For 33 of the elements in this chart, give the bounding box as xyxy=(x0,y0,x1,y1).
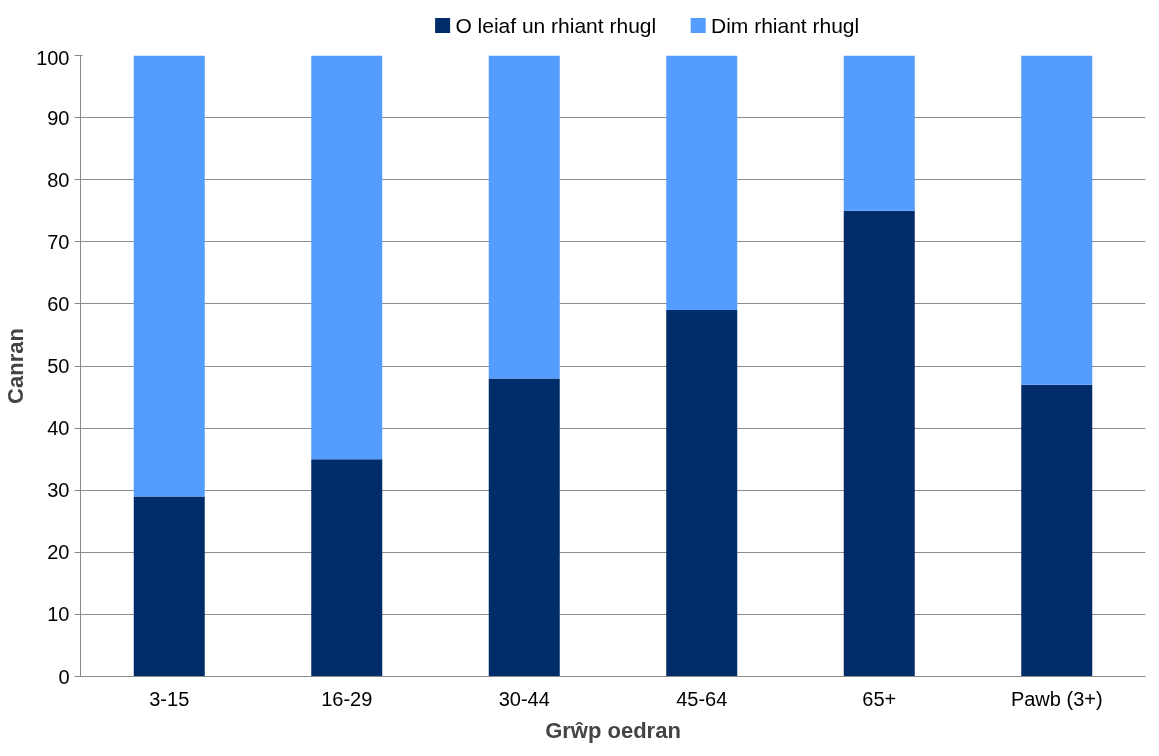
x-tick-label: 30-44 xyxy=(498,687,550,710)
bar xyxy=(311,459,383,677)
y-tick-label: 70 xyxy=(47,230,70,253)
legend-label: O leiaf un rhiant rhugl xyxy=(455,14,657,37)
x-tick-label: 65+ xyxy=(862,687,897,710)
bar xyxy=(311,55,383,460)
y-tick-label: 10 xyxy=(47,603,70,626)
y-tick-label: 20 xyxy=(47,541,70,564)
y-tick-label: 60 xyxy=(47,292,70,315)
y-tick-label: 80 xyxy=(47,168,70,191)
y-tick-label: 40 xyxy=(47,417,70,440)
x-tick-label: Pawb (3+) xyxy=(1010,687,1103,710)
y-tick-label: 30 xyxy=(47,479,70,502)
y-axis-title: Canran xyxy=(3,328,29,404)
x-tick-label: 3-15 xyxy=(149,687,190,710)
bar xyxy=(133,55,205,497)
x-tick-label: 45-64 xyxy=(676,687,728,710)
bar xyxy=(843,55,915,211)
bar xyxy=(1021,384,1093,677)
bar xyxy=(488,55,560,379)
bar xyxy=(1021,55,1093,385)
y-tick-label: 50 xyxy=(47,355,70,377)
bar xyxy=(488,378,560,677)
x-tick-label: 16-29 xyxy=(321,687,373,710)
y-tick-label: 90 xyxy=(47,106,70,129)
bar xyxy=(133,496,205,677)
bar xyxy=(666,310,738,677)
y-tick-label: 0 xyxy=(58,665,70,688)
bar xyxy=(666,55,738,311)
y-tick-label: 100 xyxy=(36,46,70,69)
legend-label: Dim rhiant rhugl xyxy=(710,14,860,37)
x-axis-title: Grŵp oedran xyxy=(545,717,681,743)
bar xyxy=(843,210,915,677)
